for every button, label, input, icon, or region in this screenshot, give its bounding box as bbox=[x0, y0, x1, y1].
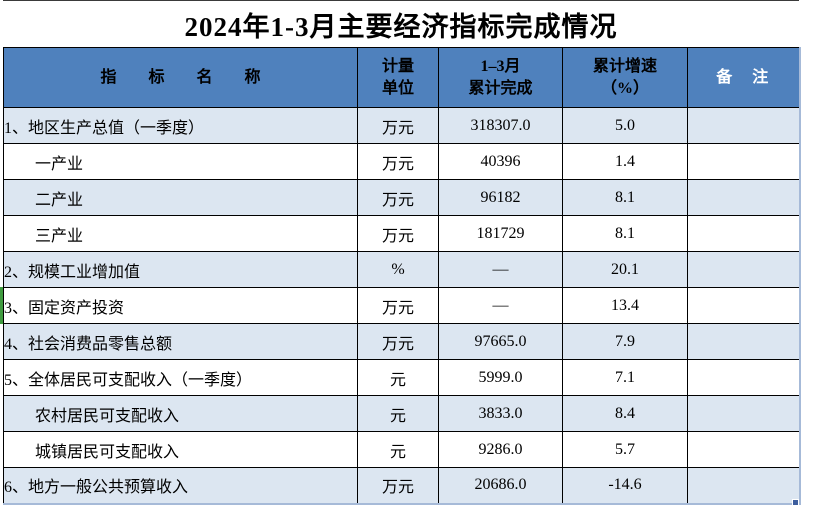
page-title: 2024年1-3月主要经济指标完成情况 bbox=[184, 11, 618, 42]
table-row: 一产业 万元 40396 1.4 bbox=[3, 143, 800, 180]
growth-cell[interactable]: 7.9 bbox=[562, 323, 688, 360]
indicator-cell[interactable]: 三产业 bbox=[3, 215, 358, 252]
value-cell[interactable]: 3833.0 bbox=[438, 395, 563, 432]
indicator-cell[interactable]: 4、社会消费品零售总额 bbox=[3, 323, 358, 360]
indicator-cell[interactable]: 一产业 bbox=[3, 143, 358, 180]
growth-cell[interactable]: 5.0 bbox=[562, 107, 688, 144]
unit-cell[interactable]: 元 bbox=[357, 395, 439, 432]
header-indicator-name[interactable]: 指 标 名 称 bbox=[3, 47, 358, 108]
remark-cell[interactable] bbox=[687, 359, 800, 396]
indicator-cell[interactable]: 二产业 bbox=[3, 179, 358, 216]
economic-indicators-table: 指 标 名 称 计量 单位 1–3月 累计完成 累计增速 （%） 备 注 1、地… bbox=[3, 47, 801, 505]
unit-cell[interactable]: 万元 bbox=[357, 287, 439, 324]
indicator-cell[interactable]: 6、地方一般公共预算收入 bbox=[3, 467, 358, 505]
growth-cell[interactable]: 13.4 bbox=[562, 287, 688, 324]
remark-cell[interactable] bbox=[687, 431, 800, 468]
value-cell[interactable]: 318307.0 bbox=[438, 107, 563, 144]
unit-cell[interactable]: 万元 bbox=[357, 107, 439, 144]
header-remark[interactable]: 备 注 bbox=[687, 47, 800, 108]
growth-cell[interactable]: 20.1 bbox=[562, 251, 688, 288]
header-row: 指 标 名 称 计量 单位 1–3月 累计完成 累计增速 （%） 备 注 bbox=[3, 47, 800, 108]
table-row: 3、固定资产投资 万元 — 13.4 bbox=[3, 287, 800, 324]
header-cumulative-value[interactable]: 1–3月 累计完成 bbox=[438, 47, 563, 108]
indicator-cell[interactable]: 城镇居民可支配收入 bbox=[3, 431, 358, 468]
table-row: 二产业 万元 96182 8.1 bbox=[3, 179, 800, 216]
header-growth-rate[interactable]: 累计增速 （%） bbox=[562, 47, 688, 108]
unit-cell[interactable]: 元 bbox=[357, 359, 439, 396]
remark-cell[interactable] bbox=[687, 143, 800, 180]
value-cell[interactable]: 9286.0 bbox=[438, 431, 563, 468]
table-row: 农村居民可支配收入 元 3833.0 8.4 bbox=[3, 395, 800, 432]
value-cell[interactable]: 5999.0 bbox=[438, 359, 563, 396]
header-unit[interactable]: 计量 单位 bbox=[357, 47, 439, 108]
value-cell[interactable]: 181729 bbox=[438, 215, 563, 252]
table-row: 5、全体居民可支配收入（一季度） 元 5999.0 7.1 bbox=[3, 359, 800, 396]
growth-cell[interactable]: 8.1 bbox=[562, 179, 688, 216]
unit-cell[interactable]: 万元 bbox=[357, 323, 439, 360]
table-row: 6、地方一般公共预算收入 万元 20686.0 -14.6 bbox=[3, 467, 800, 505]
indicator-cell[interactable]: 1、地区生产总值（一季度） bbox=[3, 107, 358, 144]
remark-cell[interactable] bbox=[687, 323, 800, 360]
value-cell[interactable]: 96182 bbox=[438, 179, 563, 216]
remark-cell[interactable] bbox=[687, 467, 800, 505]
table-row: 城镇居民可支配收入 元 9286.0 5.7 bbox=[3, 431, 800, 468]
growth-cell[interactable]: 8.4 bbox=[562, 395, 688, 432]
table-row: 4、社会消费品零售总额 万元 97665.0 7.9 bbox=[3, 323, 800, 360]
value-cell[interactable]: 40396 bbox=[438, 143, 563, 180]
unit-cell[interactable]: % bbox=[357, 251, 439, 288]
remark-cell[interactable] bbox=[687, 395, 800, 432]
economic-indicators-sheet: 2024年1-3月主要经济指标完成情况 指 标 名 称 计量 单位 1–3月 累… bbox=[3, 0, 801, 505]
remark-cell[interactable] bbox=[687, 107, 800, 144]
unit-cell[interactable]: 万元 bbox=[357, 467, 439, 505]
table-row: 1、地区生产总值（一季度） 万元 318307.0 5.0 bbox=[3, 107, 800, 144]
active-cell-selection-border bbox=[0, 287, 3, 324]
value-cell[interactable]: 20686.0 bbox=[438, 467, 563, 505]
growth-cell[interactable]: -14.6 bbox=[562, 467, 688, 505]
unit-cell[interactable]: 元 bbox=[357, 431, 439, 468]
value-cell[interactable]: — bbox=[438, 287, 563, 324]
value-cell[interactable]: 97665.0 bbox=[438, 323, 563, 360]
growth-cell[interactable]: 8.1 bbox=[562, 215, 688, 252]
selection-fill-handle[interactable] bbox=[792, 499, 799, 506]
table-title-cell[interactable]: 2024年1-3月主要经济指标完成情况 bbox=[3, 0, 799, 47]
indicator-cell[interactable]: 5、全体居民可支配收入（一季度） bbox=[3, 359, 358, 396]
remark-cell[interactable] bbox=[687, 179, 800, 216]
indicator-cell[interactable]: 农村居民可支配收入 bbox=[3, 395, 358, 432]
growth-cell[interactable]: 1.4 bbox=[562, 143, 688, 180]
unit-cell[interactable]: 万元 bbox=[357, 215, 439, 252]
unit-cell[interactable]: 万元 bbox=[357, 143, 439, 180]
table-row: 三产业 万元 181729 8.1 bbox=[3, 215, 800, 252]
growth-cell[interactable]: 7.1 bbox=[562, 359, 688, 396]
remark-cell[interactable] bbox=[687, 215, 800, 252]
value-cell[interactable]: — bbox=[438, 251, 563, 288]
indicator-cell[interactable]: 2、规模工业增加值 bbox=[3, 251, 358, 288]
remark-cell[interactable] bbox=[687, 287, 800, 324]
growth-cell[interactable]: 5.7 bbox=[562, 431, 688, 468]
table-row: 2、规模工业增加值 % — 20.1 bbox=[3, 251, 800, 288]
remark-cell[interactable] bbox=[687, 251, 800, 288]
indicator-cell[interactable]: 3、固定资产投资 bbox=[3, 287, 358, 324]
unit-cell[interactable]: 万元 bbox=[357, 179, 439, 216]
